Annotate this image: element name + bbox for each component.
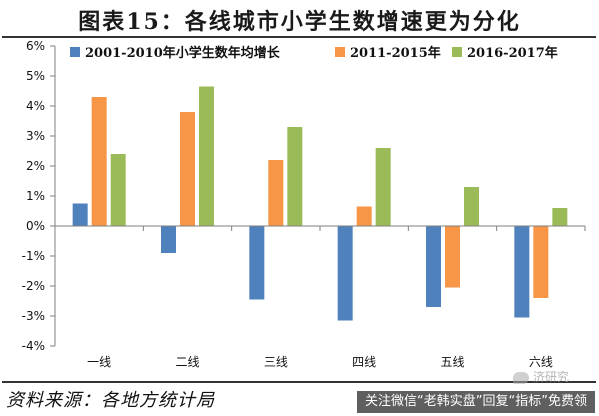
y-tick-label: -4% (22, 339, 45, 353)
bar (287, 127, 303, 226)
y-tick-label: 6% (26, 40, 45, 53)
watermark: 济研究 (512, 368, 569, 385)
bar (533, 226, 549, 298)
bar (426, 226, 441, 307)
chart-title: 图表15：各线城市小学生数增速更为分化 (78, 9, 521, 35)
bar (72, 203, 88, 226)
y-tick-label: -2% (22, 279, 45, 293)
y-tick-label: 0% (26, 219, 45, 233)
bar (337, 226, 353, 321)
bar (199, 86, 214, 226)
bar (375, 148, 391, 226)
legend-swatch (452, 47, 462, 57)
x-tick-label: 二线 (175, 355, 199, 369)
bar-chart: 6% 5% 4% 3% 2% 1% 0% -1% -2% -3% -4% 一线 二线 三线 四线 五线 六线 20… (22, 40, 586, 369)
bar (356, 206, 372, 226)
x-tick-label: 五线 (440, 355, 464, 369)
bar (464, 187, 479, 226)
x-tick-label: 四线 (352, 355, 376, 369)
y-tick-label: 5% (26, 69, 45, 83)
x-tick-label: 六线 (529, 355, 553, 369)
x-tick-label: 一线 (87, 355, 111, 369)
bar (552, 208, 568, 226)
title-divider (2, 36, 596, 38)
bar (268, 160, 284, 226)
bar (110, 154, 126, 226)
bar (445, 226, 460, 288)
x-tick-label: 三线 (264, 355, 288, 369)
bar (514, 226, 530, 318)
y-tick-label: -1% (22, 249, 45, 263)
legend-label: 2016-2017年 (467, 45, 558, 61)
legend-swatch (70, 47, 80, 57)
legend-label: 2001-2010年小学生数年均增长 (85, 45, 281, 61)
wechat-icon (512, 371, 529, 384)
bar (249, 226, 265, 300)
bar (91, 97, 107, 226)
y-tick-label: 4% (26, 99, 45, 113)
y-tick-label: 2% (26, 159, 45, 173)
promo-banner: 关注微信“老韩实盘”回复“指标”免费领 (357, 391, 595, 413)
watermark-text: 济研究 (532, 370, 569, 384)
y-tick-label: -3% (22, 309, 45, 323)
bar (180, 112, 195, 226)
source-note: 资料来源：各地方统计局 (6, 390, 215, 411)
y-tick-label: 1% (26, 189, 45, 203)
bar (161, 226, 176, 253)
legend-label: 2011-2015年 (350, 45, 441, 61)
source-divider (2, 381, 596, 383)
legend-swatch (335, 47, 345, 57)
y-tick-label: 3% (26, 129, 45, 143)
